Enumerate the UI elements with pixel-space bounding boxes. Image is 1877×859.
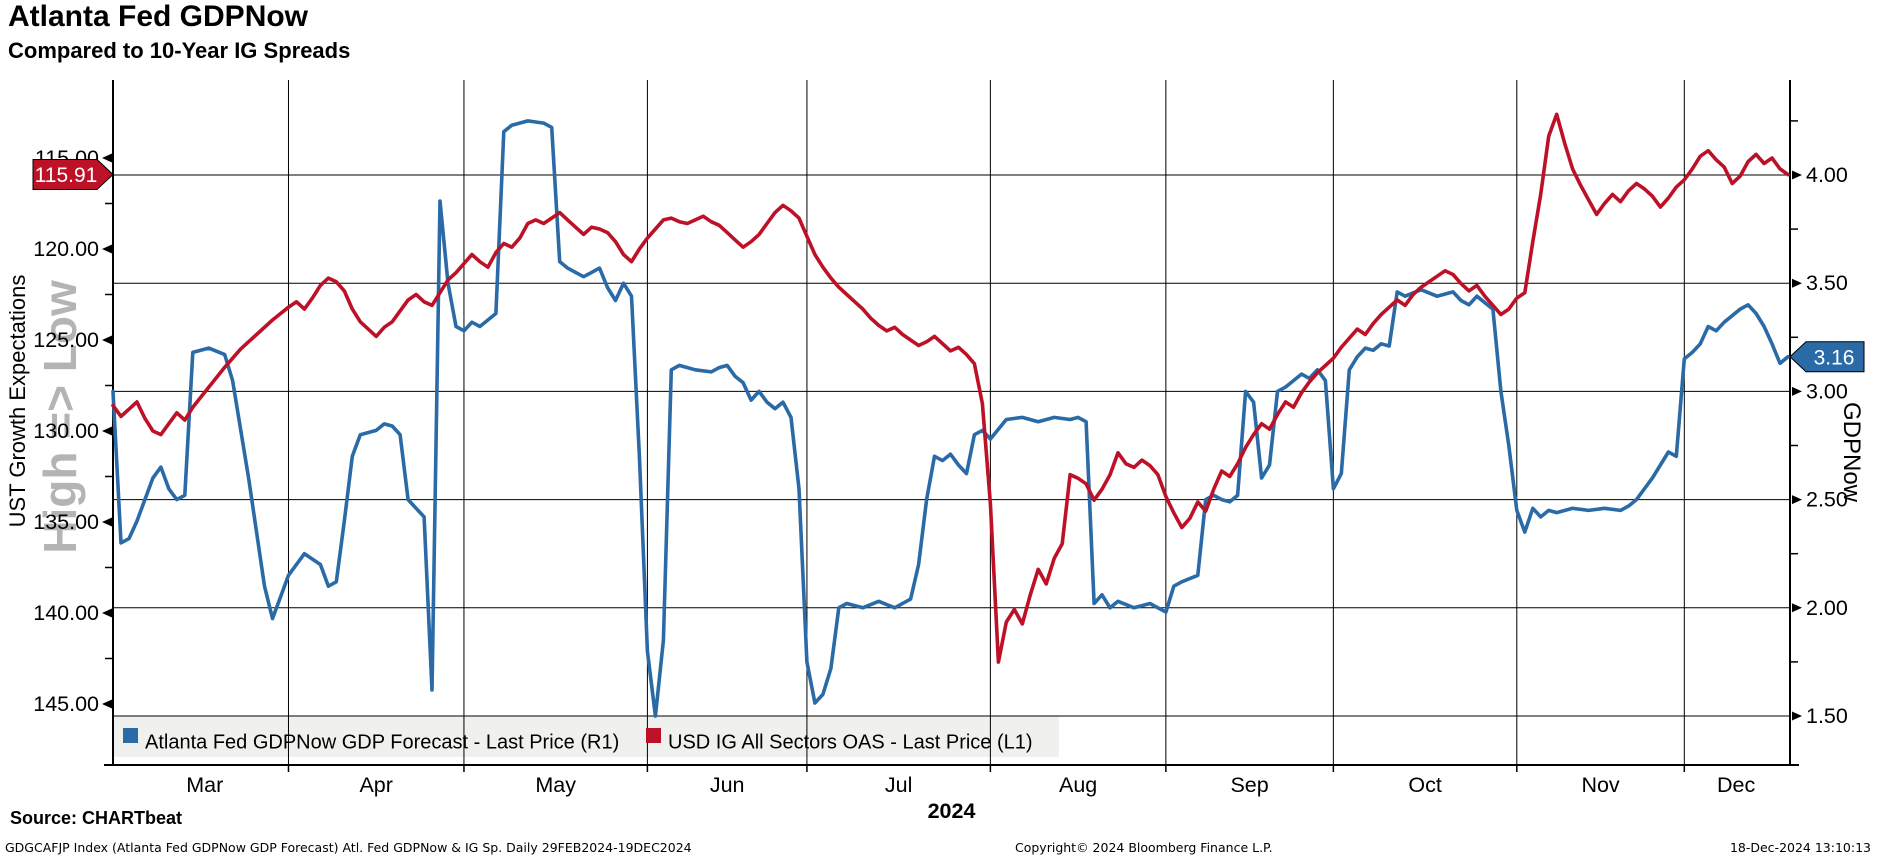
footer-copyright: Copyright© 2024 Bloomberg Finance L.P. [1015,840,1273,855]
page-title: Atlanta Fed GDPNow [8,0,309,33]
left-tick-arrow-icon [102,335,112,345]
left-axis-tick-label: 135.00 [33,510,99,534]
legend-background [114,716,1059,757]
legend-item-label: USD IG All Sectors OAS - Last Price (L1) [668,731,1033,753]
oas-last-value-badge[interactable] [32,159,114,191]
left-tick-arrow-icon [102,244,112,254]
legend: Atlanta Fed GDPNow GDP Forecast - Last P… [123,728,1033,753]
legend-swatch-icon [646,728,661,743]
right-tick-arrow-icon [1792,170,1802,180]
right-axis-tick-label: 2.50 [1806,488,1848,512]
series-gdpnow-line [111,119,1790,718]
right-tick-arrow-icon [1792,386,1802,396]
right-tick-arrow-icon [1792,711,1802,721]
series-oas-line [111,112,1790,664]
x-axis-month-label: Aug [1059,773,1097,797]
gdpnow-last-value-badge-text: 3.16 [1814,346,1855,369]
x-axis-month-label: Nov [1581,773,1619,797]
page-subtitle: Compared to 10-Year IG Spreads [8,38,351,63]
right-axis-tick-label: 1.50 [1806,704,1848,728]
left-tick-arrow-icon [102,153,112,163]
left-axis-tick-label: 125.00 [33,328,99,352]
source-label: Source: CHARTbeat [10,808,183,828]
right-axis-tick-label: 3.00 [1806,379,1848,403]
gdpnow-last-value-badge[interactable] [1789,341,1865,373]
x-axis-month-label: Oct [1408,773,1441,797]
left-axis-tick-label: 120.00 [33,237,99,261]
x-axis-month-label: Dec [1717,773,1755,797]
legend-item-label: Atlanta Fed GDPNow GDP Forecast - Last P… [145,731,619,753]
left-axis-tick-label: 140.00 [33,601,99,625]
footer-description: GDGCAFJP Index (Atlanta Fed GDPNow GDP F… [5,840,692,855]
right-axis-tick-label: 3.50 [1806,271,1848,295]
left-axis-tick-label: 130.00 [33,419,99,443]
footer-timestamp: 18-Dec-2024 13:10:13 [1729,840,1871,855]
legend-item[interactable]: USD IG All Sectors OAS - Last Price (L1) [646,728,1033,753]
left-tick-arrow-icon [102,517,112,527]
x-axis-month-label: Sep [1230,773,1268,797]
left-tick-arrow-icon [102,608,112,618]
legend-item[interactable]: Atlanta Fed GDPNow GDP Forecast - Last P… [123,728,619,753]
right-tick-arrow-icon [1792,278,1802,288]
left-tick-arrow-icon [102,426,112,436]
x-axis-month-label: Mar [186,773,223,797]
x-axis-month-label: Jun [710,773,745,797]
left-axis-tick-label: 145.00 [33,692,99,716]
x-axis-month-label: Jul [885,773,912,797]
x-axis-year-label: 2024 [928,799,976,823]
left-tick-arrow-icon [102,699,112,709]
plot-area[interactable] [113,80,1790,765]
oas-last-value-badge-text: 115.91 [35,164,98,187]
x-axis-month-label: Apr [359,773,392,797]
x-axis-month-label: May [535,773,576,797]
right-axis-tick-label: 2.00 [1806,596,1848,620]
right-axis-tick-label: 4.00 [1806,163,1848,187]
legend-swatch-icon [123,728,138,743]
right-tick-arrow-icon [1792,495,1802,505]
right-tick-arrow-icon [1792,603,1802,613]
